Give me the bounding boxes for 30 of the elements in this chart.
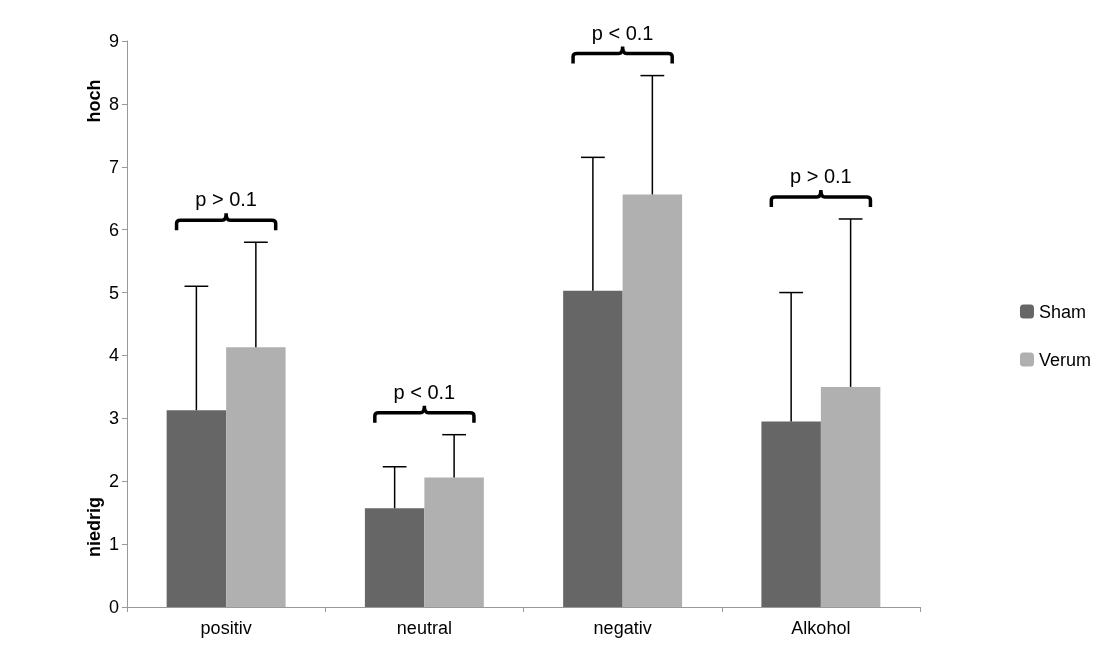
bar <box>622 194 683 607</box>
legend-label: Verum <box>1038 349 1092 370</box>
annotation: p < 0.1 <box>393 380 456 403</box>
y-tick-label: 4 <box>108 345 119 366</box>
x-tick-label: positiv <box>200 618 252 638</box>
x-tick-label: negativ <box>593 618 652 638</box>
y-tick-label: 5 <box>108 282 119 303</box>
y-tick-label: 0 <box>108 597 119 617</box>
x-tick-label: neutral <box>396 618 452 638</box>
y-tick-label: 9 <box>108 31 119 51</box>
bar <box>563 290 623 607</box>
legend-label: Sham <box>1038 301 1087 322</box>
y-tick-label: 6 <box>108 219 119 240</box>
bar <box>424 477 484 607</box>
text: niedrig <box>84 496 104 558</box>
annotation: p > 0.1 <box>195 188 257 211</box>
bar <box>761 421 821 607</box>
bar <box>364 508 425 607</box>
bar <box>166 410 227 607</box>
text: hoch <box>84 79 104 123</box>
annotation: p > 0.1 <box>790 164 852 187</box>
bar <box>226 347 286 607</box>
y-tick-label: 8 <box>108 93 119 114</box>
y-tick-label: 7 <box>108 156 119 177</box>
annotation: p < 0.1 <box>591 21 654 44</box>
y-tick-label: 3 <box>108 408 119 429</box>
y-tick-label: 1 <box>108 534 119 555</box>
x-tick-label: Alkohol <box>791 618 851 638</box>
y-tick-label: 2 <box>108 471 119 492</box>
bar <box>820 386 881 607</box>
